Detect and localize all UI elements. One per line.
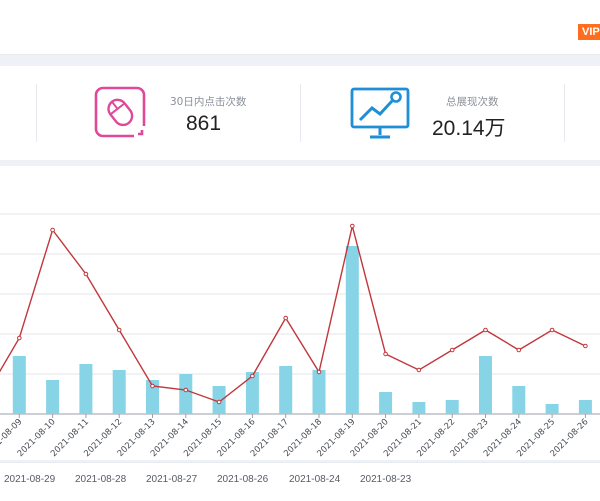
line-point (383, 351, 388, 357)
bar (445, 400, 459, 414)
footer-date[interactable]: 2021-08-27 (146, 474, 198, 485)
bar (379, 392, 393, 414)
stat-clicks-value: 861 (186, 112, 222, 135)
line-point (17, 335, 22, 341)
line-point (583, 343, 588, 349)
bar (12, 356, 26, 414)
footer-date[interactable]: 2021-08-23 (360, 474, 412, 485)
footer-date[interactable]: 2021-08-24 (289, 474, 341, 485)
stats-divider (36, 84, 37, 142)
chart-card: 2021-08-09 2021-08-10 2021-08-11 2021-08-12… (0, 166, 600, 460)
bar (512, 386, 526, 414)
line-point (416, 367, 422, 373)
stats-panel: 30日内点击次数 861 总展现次数 20.14万 (0, 66, 600, 160)
footer-date[interactable]: 2021-08-28 (75, 474, 127, 485)
line-point (483, 327, 488, 333)
footer-date[interactable]: 2021-08-26 (217, 474, 269, 485)
bar (146, 380, 159, 414)
top-bar: VIP (0, 0, 600, 55)
stats-divider (300, 84, 301, 142)
trend-monitor-icon (350, 87, 410, 139)
stats-divider (564, 84, 565, 142)
bar (46, 380, 60, 414)
line-point (283, 315, 289, 321)
line-point (549, 327, 555, 333)
bar (245, 372, 259, 414)
stat-impressions-value: 20.14万 (432, 117, 506, 140)
stat-clicks: 30日内点击次数 861 (94, 86, 294, 142)
daily-chart: 2021-08-092021-08-102021-08-112021-08-12… (0, 213, 600, 459)
stat-impressions: 总展现次数 20.14万 (350, 86, 560, 142)
stat-impressions-label: 总展现次数 (446, 96, 499, 108)
line-point (216, 399, 222, 405)
bar (279, 366, 293, 414)
bar (312, 370, 326, 414)
bar (479, 356, 492, 414)
line-point (116, 327, 122, 333)
bar (112, 370, 126, 414)
line-point (516, 347, 522, 353)
bar (79, 364, 93, 414)
line-point (50, 227, 55, 233)
bar (412, 402, 426, 414)
line-point (150, 383, 155, 389)
mouse-icon (94, 86, 147, 139)
line-point (316, 369, 322, 375)
stat-clicks-label: 30日内点击次数 (170, 96, 247, 108)
line-point (183, 387, 189, 393)
line-point (350, 223, 355, 229)
footer-date[interactable]: 2021-08-29 (4, 474, 56, 485)
line-point (250, 373, 255, 379)
bar (345, 246, 359, 414)
date-footer: 2021-08-29 2021-08-28 2021-08-27 2021-08… (0, 462, 600, 501)
bar (545, 404, 559, 414)
line-point (449, 347, 455, 353)
line-point (83, 271, 89, 277)
bar (578, 400, 592, 414)
vip-badge[interactable]: VIP (578, 24, 600, 40)
bar (179, 374, 193, 414)
